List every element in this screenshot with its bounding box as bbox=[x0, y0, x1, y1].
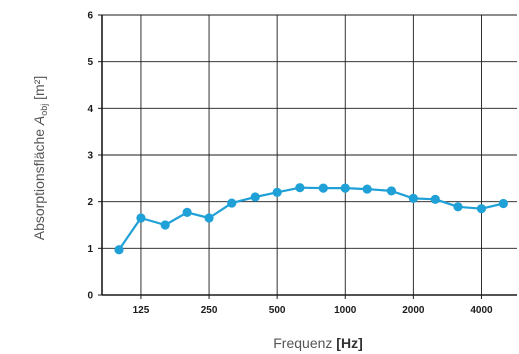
x-tick-label: 125 bbox=[133, 305, 150, 316]
data-point bbox=[295, 183, 305, 193]
data-point bbox=[318, 183, 328, 193]
axes bbox=[98, 14, 517, 299]
data-point bbox=[272, 187, 282, 197]
data-point bbox=[453, 202, 463, 212]
data-point bbox=[182, 207, 192, 217]
x-tick-label: 4000 bbox=[470, 305, 493, 316]
y-tick-label: 5 bbox=[87, 57, 93, 68]
data-point bbox=[498, 198, 508, 209]
data-point bbox=[136, 213, 146, 223]
data-point bbox=[340, 183, 350, 193]
data-point bbox=[250, 192, 260, 202]
y-tick-label: 6 bbox=[87, 11, 93, 22]
y-tick-label: 2 bbox=[87, 197, 93, 208]
data-point bbox=[476, 204, 487, 214]
y-tick-label: 4 bbox=[87, 104, 93, 115]
data-point bbox=[114, 245, 124, 255]
data-point bbox=[430, 194, 440, 204]
series-line bbox=[118, 186, 504, 251]
data-point bbox=[227, 198, 237, 208]
x-tick-label: 2000 bbox=[402, 305, 425, 316]
y-tick-label: 3 bbox=[87, 151, 93, 162]
y-tick-label: 1 bbox=[87, 244, 93, 255]
y-axis-title: Absorptionsfläche Aobj [m²] bbox=[31, 76, 49, 241]
data-series bbox=[114, 183, 508, 255]
data-point bbox=[204, 213, 214, 223]
data-point bbox=[408, 193, 418, 203]
y-tick-label: 0 bbox=[87, 291, 93, 302]
x-tick-label: 250 bbox=[201, 305, 218, 316]
x-tick-label: 1000 bbox=[334, 305, 357, 316]
y-tick-labels: 0 1 2 3 4 5 6 bbox=[87, 11, 93, 302]
grid bbox=[102, 14, 517, 295]
x-tick-labels: 125 250 500 1000 2000 4000 bbox=[133, 305, 493, 316]
data-point bbox=[362, 184, 372, 194]
data-point bbox=[386, 186, 397, 196]
x-tick-label: 500 bbox=[269, 305, 286, 316]
data-point bbox=[160, 220, 170, 230]
x-axis-title: Frequenz [Hz] bbox=[273, 335, 362, 351]
